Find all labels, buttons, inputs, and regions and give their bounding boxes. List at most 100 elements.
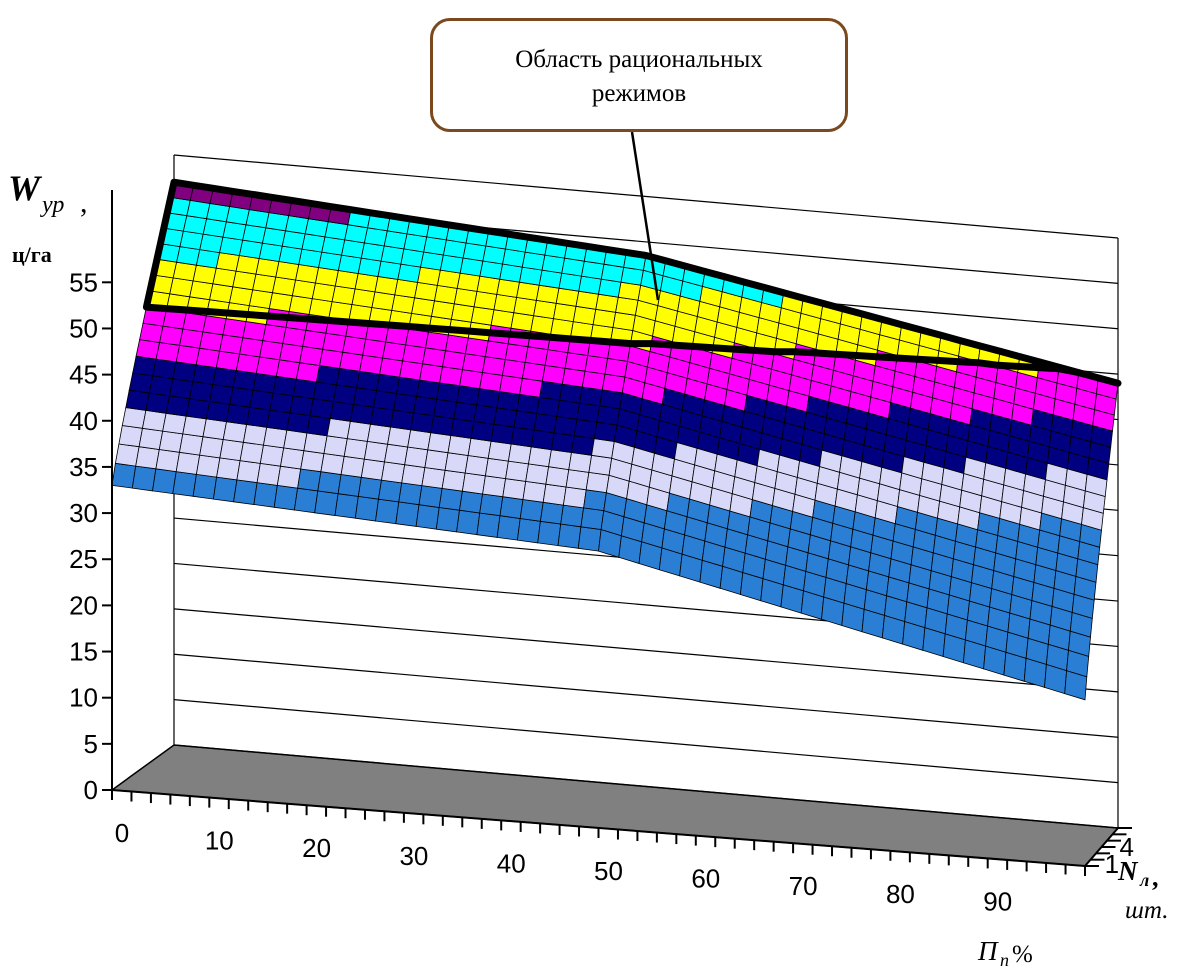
wall-gridline xyxy=(173,699,1119,784)
surface-cell xyxy=(399,360,424,381)
z-axis-unit: ц/га xyxy=(12,242,52,267)
surface-cell xyxy=(346,420,371,442)
surface-cell xyxy=(467,437,492,459)
surface-cell xyxy=(309,398,334,419)
z-tick-label: 25 xyxy=(69,544,98,574)
surface-cell xyxy=(510,426,535,448)
callout-text-line1: Область рациональных xyxy=(515,46,763,73)
surface-cell xyxy=(390,409,415,431)
surface-cell xyxy=(255,356,281,377)
surface-cell xyxy=(580,507,605,530)
surface-cell xyxy=(216,457,241,481)
surface-cell xyxy=(427,432,452,454)
surface-cell xyxy=(195,347,221,369)
surface-cell xyxy=(283,429,308,452)
surface-cell xyxy=(560,504,585,528)
surface-cell xyxy=(591,438,615,459)
surface-cell xyxy=(235,353,261,374)
surface-cell xyxy=(521,361,546,382)
z-tick-label: 15 xyxy=(69,637,98,667)
surface-cell xyxy=(439,366,463,387)
surface-cell xyxy=(464,455,489,477)
surface-cell xyxy=(456,385,481,406)
surface-cell xyxy=(226,403,251,425)
surface-cell xyxy=(128,372,154,394)
surface-cell xyxy=(419,363,443,384)
surface-cell xyxy=(573,418,598,440)
surface-cell xyxy=(337,474,362,497)
surface-cell xyxy=(165,395,190,417)
x-tick-label: 60 xyxy=(691,864,720,894)
surface-cell xyxy=(536,396,561,417)
surface-cell xyxy=(280,447,305,470)
surface-cell xyxy=(320,453,345,475)
surface-cell xyxy=(382,341,407,362)
surface xyxy=(111,181,1119,701)
surface-cell xyxy=(499,496,524,519)
x-axis-label-sub: п xyxy=(1000,950,1009,970)
surface-cell xyxy=(323,435,348,457)
surface-cell xyxy=(215,350,241,371)
surface-cell xyxy=(370,406,395,428)
surface-cell xyxy=(253,482,278,508)
surface-cell xyxy=(118,425,143,448)
floor-plane xyxy=(109,744,1120,867)
surface-cell xyxy=(249,389,274,411)
surface-cell xyxy=(252,372,277,394)
callout-rational-region: Область рациональных режимов xyxy=(430,18,848,132)
surface-cell xyxy=(297,468,322,492)
surface-cell xyxy=(490,423,515,445)
surface-cell xyxy=(138,427,164,450)
surface-cell xyxy=(516,393,541,414)
surface-cell xyxy=(172,361,197,383)
surface-cell xyxy=(111,462,137,489)
surface-cell xyxy=(459,369,483,390)
surface-cell xyxy=(263,426,288,449)
surface-cell xyxy=(256,462,281,486)
surface-cell xyxy=(212,476,238,503)
surface-cell xyxy=(493,407,518,428)
wall-gridline xyxy=(173,154,1119,239)
surface-cell xyxy=(152,468,177,495)
surface-cell xyxy=(476,512,501,538)
surface-cell xyxy=(379,357,404,378)
surface-cell xyxy=(453,401,478,422)
surface-cell xyxy=(459,490,484,514)
surface-cell xyxy=(282,326,307,347)
surface-cell xyxy=(219,439,244,462)
surface-cell xyxy=(202,418,227,440)
surface-cell xyxy=(357,476,382,500)
surface-cell xyxy=(349,403,374,425)
surface-cell xyxy=(405,328,429,349)
surface-cell xyxy=(550,432,575,453)
z-tick-label: 5 xyxy=(84,729,98,759)
surface-cell xyxy=(424,449,449,471)
surface-cell xyxy=(539,380,563,401)
surface-cell xyxy=(482,356,506,376)
surface-cell xyxy=(499,374,523,395)
surface-cell xyxy=(168,378,194,400)
surface-cell xyxy=(548,449,572,471)
surface-cell xyxy=(596,405,621,426)
surface-cell xyxy=(343,438,368,460)
surface-cell xyxy=(470,421,495,442)
surface-cell xyxy=(378,479,403,503)
floor xyxy=(109,744,1120,867)
surface-cell xyxy=(289,395,314,417)
y-axis-label-main: N xyxy=(1117,856,1139,886)
z-axis-label-sub: ур xyxy=(40,192,64,218)
surface-cell xyxy=(248,289,273,309)
surface-cell xyxy=(239,337,264,358)
surface-cell xyxy=(322,332,347,353)
surface-cell xyxy=(222,421,248,443)
surface-cell xyxy=(185,398,211,420)
surface-cell xyxy=(359,354,384,375)
surface-cell xyxy=(407,429,432,451)
y-axis-label-sub: л xyxy=(1139,870,1149,890)
surface-cell xyxy=(479,372,503,392)
surface-cell xyxy=(269,392,294,414)
surface-cell xyxy=(199,436,224,459)
surface-cell xyxy=(135,339,161,360)
surface-cell xyxy=(162,412,187,435)
surface-cell xyxy=(272,375,297,397)
